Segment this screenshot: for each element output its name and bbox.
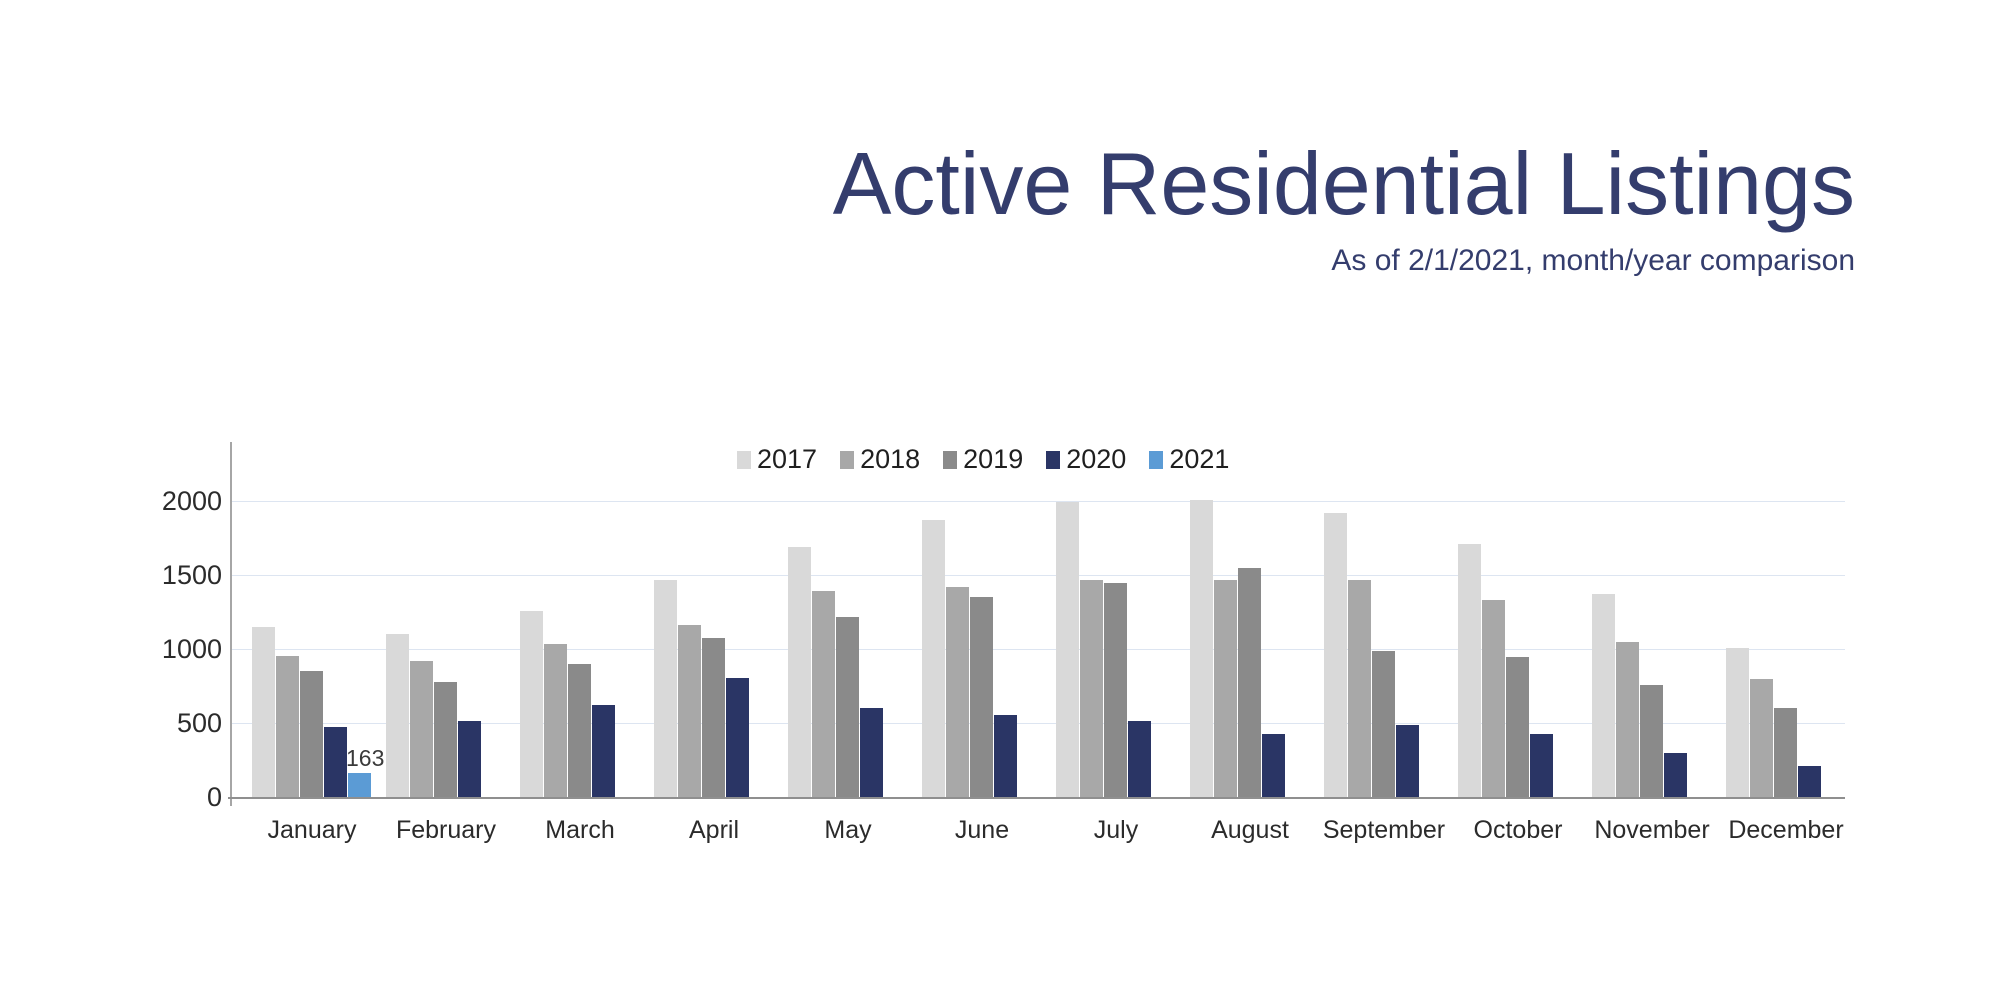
legend-label-2021: 2021: [1169, 444, 1230, 474]
y-axis-tick-label-1500: 1500: [161, 560, 222, 591]
bar-april-2020: [726, 677, 749, 797]
chart-subtitle: As of 2/1/2021, month/year comparison: [1331, 244, 1855, 277]
bar-july-2018: [1080, 580, 1103, 797]
x-axis-label-march: March: [545, 816, 615, 844]
bar-june-2020: [994, 714, 1017, 797]
bar-october-2019: [1506, 657, 1529, 797]
bar-september-2017: [1324, 513, 1347, 797]
bar-june-2017: [922, 520, 945, 797]
legend-item-2019: 2019: [943, 444, 1023, 475]
bar-march-2018: [544, 643, 567, 797]
bar-august-2017: [1190, 499, 1213, 797]
bar-september-2018: [1348, 580, 1371, 797]
bar-january-2021: [348, 772, 371, 797]
x-axis-label-december: December: [1728, 816, 1844, 844]
chart-plot-area: 0 500 1000 1500 2000 163 January February March A…: [162, 442, 1845, 844]
bar-december-2019: [1774, 708, 1797, 797]
bar-may-2020: [860, 708, 883, 797]
bar-july-2017: [1056, 501, 1079, 797]
y-axis-tick-label-2000: 2000: [161, 486, 222, 517]
bar-january-2018: [276, 656, 299, 797]
x-axis-label-october: October: [1473, 816, 1563, 844]
x-axis-label-may: May: [824, 816, 872, 844]
bar-january-2020: [324, 727, 347, 797]
y-axis-tick-label-500: 500: [176, 708, 222, 739]
bar-december-2018: [1750, 678, 1773, 797]
bar-may-2019: [836, 617, 859, 797]
x-axis-label-september: September: [1322, 816, 1446, 844]
bar-march-2020: [592, 704, 615, 797]
bar-december-2017: [1726, 647, 1749, 797]
legend-swatch-2017: [737, 450, 751, 469]
bar-january-2017: [252, 626, 275, 797]
x-axis-label-november: November: [1594, 816, 1710, 844]
x-axis-label-february: February: [395, 816, 497, 844]
bar-march-2017: [520, 611, 543, 797]
x-axis-label-june: June: [954, 816, 1010, 844]
bar-april-2019: [702, 638, 725, 797]
legend-label-2017: 2017: [757, 444, 818, 474]
legend-label-2018: 2018: [860, 444, 921, 474]
legend-swatch-2019: [943, 450, 958, 469]
gridline-500: [232, 722, 1845, 724]
bar-february-2018: [410, 660, 433, 797]
bar-march-2019: [568, 663, 591, 797]
bar-september-2020: [1396, 724, 1419, 797]
y-axis-tick-label-1000: 1000: [161, 634, 222, 665]
bar-december-2020: [1798, 765, 1821, 797]
bar-data-label-2021-january: 163: [346, 744, 385, 771]
bar-april-2017: [654, 579, 677, 797]
x-axis-label-august: August: [1211, 816, 1289, 844]
bar-april-2018: [678, 624, 701, 797]
bar-february-2017: [386, 634, 409, 797]
bar-august-2020: [1262, 734, 1285, 797]
gridline-1000: [232, 648, 1845, 650]
legend-item-2021: 2021: [1149, 444, 1229, 475]
y-axis-tick-label-0: 0: [206, 782, 222, 812]
legend-label-2019: 2019: [963, 444, 1024, 474]
y-axis-line: [230, 442, 232, 806]
bar-january-2019: [300, 670, 323, 797]
bar-august-2019: [1238, 567, 1261, 797]
gridline-2000: [232, 500, 1845, 502]
bar-july-2019: [1104, 583, 1127, 797]
chart-legend: 2017 2018 2019 2020 2021: [737, 444, 1229, 475]
bar-june-2018: [946, 586, 969, 797]
bar-may-2017: [788, 547, 811, 797]
bar-august-2018: [1214, 580, 1237, 797]
legend-item-2018: 2018: [840, 444, 920, 475]
bar-october-2017: [1458, 544, 1481, 797]
bar-may-2018: [812, 590, 835, 797]
legend-swatch-2021: [1149, 450, 1164, 469]
bar-july-2020: [1128, 720, 1151, 797]
x-axis-label-april: April: [688, 816, 739, 844]
bar-november-2019: [1640, 684, 1663, 797]
bar-september-2019: [1372, 650, 1395, 797]
bar-november-2017: [1592, 593, 1615, 797]
bar-june-2019: [970, 597, 993, 797]
bar-november-2018: [1616, 641, 1639, 797]
x-axis-label-january: January: [267, 816, 357, 844]
bar-november-2020: [1664, 752, 1687, 797]
x-axis-line: [228, 797, 1845, 799]
bar-february-2019: [434, 681, 457, 797]
bar-october-2018: [1482, 600, 1505, 797]
legend-swatch-2020: [1046, 450, 1061, 469]
legend-swatch-2018: [840, 450, 855, 469]
bar-february-2020: [458, 720, 481, 797]
x-axis-label-july: July: [1093, 816, 1139, 844]
chart-title: Active Residential Listings: [832, 134, 1855, 233]
legend-item-2020: 2020: [1046, 444, 1126, 475]
bar-october-2020: [1530, 734, 1553, 797]
legend-label-2020: 2020: [1066, 444, 1127, 474]
legend-item-2017: 2017: [737, 444, 817, 475]
gridline-1500: [232, 574, 1845, 576]
